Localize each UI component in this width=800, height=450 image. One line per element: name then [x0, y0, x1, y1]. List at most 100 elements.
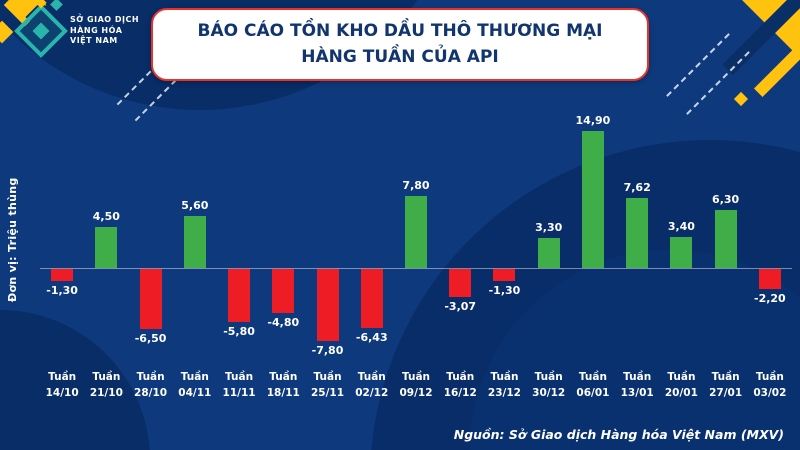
bar-value-label: -4,80: [267, 316, 300, 330]
x-axis-label-line: 13/01: [620, 387, 654, 400]
x-axis-label-line: 14/10: [45, 387, 79, 400]
x-axis-label-line: 06/01: [576, 387, 610, 400]
mxv-logo-icon: [14, 4, 68, 58]
bar-column: -2,20: [748, 116, 792, 371]
bar-negative: [493, 269, 516, 281]
x-axis-label: Tuần 28/10: [128, 369, 172, 402]
mxv-logo-text: SỞ GIAO DỊCH HÀNG HÓA VIỆT NAM: [70, 15, 139, 47]
decor-diamond: [733, 91, 749, 107]
bar-negative: [228, 269, 251, 323]
bar-column: 14,90: [571, 114, 615, 371]
bar-value-label: -7,80: [311, 343, 344, 357]
bar-value-label: 7,80: [402, 179, 430, 193]
x-axis-label-line: 20/01: [664, 387, 698, 400]
mxv-logo: SỞ GIAO DỊCH HÀNG HÓA VIỆT NAM: [14, 4, 139, 58]
x-axis-label-line: Tuần: [180, 371, 209, 383]
x-axis-label-line: 09/12: [399, 387, 433, 400]
x-axis-label-line: Tuần: [269, 371, 298, 383]
x-axis-label: Tuần 03/02: [748, 369, 792, 402]
x-axis-label: Tuần 11/11: [217, 369, 261, 402]
x-axis-label: Tuần 25/11: [305, 369, 349, 402]
x-axis-label-line: Tuần: [490, 371, 519, 383]
bar-positive: [404, 196, 427, 268]
x-axis-label-line: Tuần: [623, 371, 652, 383]
bar-positive: [581, 130, 604, 268]
x-axis: Tuần 14/10 Tuần 21/10 Tuần 28/10 Tuần 04/11 Tuần…: [40, 369, 792, 402]
bar-column: -6,50: [128, 116, 172, 371]
plot-area: -1,30 4,50 -6,50 5,60 -5,80 -4,80 -7,80 -6,43 7,…: [40, 114, 792, 371]
bar-value-label: -2,20: [754, 292, 786, 306]
bar-value-label: 7,62: [623, 180, 651, 194]
x-axis-label: Tuần 23/12: [482, 369, 526, 402]
bar-value-label: -1,30: [46, 283, 78, 297]
x-axis-label: Tuần 16/12: [438, 369, 482, 402]
x-axis-label-line: Tuần: [401, 371, 431, 383]
bar-value-label: 5,60: [181, 199, 209, 213]
bar-column: -1,30: [40, 116, 84, 371]
bar-value-label: 3,30: [535, 220, 563, 234]
x-axis-label-line: 23/12: [487, 387, 521, 400]
x-axis-label: Tuần 21/10: [84, 369, 128, 402]
zero-baseline: [40, 268, 792, 269]
bar-positive: [183, 216, 206, 268]
decor-diamond: [50, 0, 63, 11]
x-axis-label-line: Tuần: [755, 371, 784, 383]
bar-negative: [139, 269, 162, 329]
x-axis-label-line: Tuần: [136, 371, 165, 383]
decor-diamond: [0, 20, 14, 44]
x-axis-label-line: 18/11: [266, 387, 300, 400]
bar-negative: [449, 269, 472, 298]
chart-title: BÁO CÁO TỒN KHO DẦU THÔ THƯƠNG MẠI HÀNG …: [151, 8, 649, 81]
x-axis-label-line: 21/10: [89, 387, 123, 400]
x-axis-label-line: 02/12: [355, 387, 389, 400]
bar-column: 6,30: [704, 116, 748, 371]
x-axis-label-line: Tuần: [357, 371, 386, 383]
bar-positive: [95, 226, 118, 268]
bar-column: -4,80: [261, 116, 305, 371]
x-axis-label: Tuần 02/12: [350, 369, 394, 402]
bar-value-label: -3,07: [444, 300, 477, 314]
bar-column: 4,50: [84, 116, 128, 371]
bar-column: 7,62: [615, 116, 659, 371]
decor-dashed-line: [666, 33, 730, 97]
bar-negative: [272, 269, 295, 314]
bar-column: -1,30: [482, 116, 526, 371]
x-axis-label: Tuần 20/01: [659, 369, 703, 402]
x-axis-label-line: 03/02: [753, 387, 787, 400]
bar-column: -7,80: [305, 116, 349, 371]
x-axis-label: Tuần 30/12: [527, 369, 571, 402]
y-axis-unit-label: Đơn vị: Triệu thùng: [6, 177, 19, 303]
x-axis-label: Tuần 27/01: [704, 369, 748, 402]
bar-negative: [758, 269, 781, 290]
bar-negative: [51, 269, 74, 281]
x-axis-label-line: Tuần: [534, 371, 563, 383]
x-axis-label-line: 16/12: [443, 387, 477, 400]
mxv-logo-text-line1: SỞ GIAO DỊCH: [70, 14, 140, 24]
bar-value-label: -1,30: [488, 283, 521, 297]
bar-column: 3,40: [659, 116, 703, 371]
chart-title-line1: BÁO CÁO TỒN KHO DẦU THÔ THƯƠNG MẠI: [197, 21, 603, 41]
x-axis-label-line: 04/11: [178, 387, 212, 400]
x-axis-label-line: Tuần: [667, 371, 696, 383]
bar-negative: [360, 269, 383, 329]
x-axis-label: Tuần 14/10: [40, 369, 84, 402]
bar-column: 5,60: [173, 116, 217, 371]
x-axis-label-line: Tuần: [313, 371, 342, 383]
x-axis-label: Tuần 09/12: [394, 369, 438, 402]
x-axis-label: Tuần 13/01: [615, 369, 659, 402]
bar-value-label: 3,40: [667, 219, 695, 233]
bar-value-label: -5,80: [223, 325, 255, 339]
x-axis-label-line: 25/11: [310, 387, 345, 400]
x-axis-label-line: 28/10: [134, 387, 168, 400]
bar-positive: [670, 236, 693, 268]
x-axis-label: Tuần 18/11: [261, 369, 305, 402]
bar-positive: [537, 237, 560, 268]
x-axis-label-line: 30/12: [532, 387, 566, 400]
x-axis-label: Tuần 06/01: [571, 369, 615, 402]
bar-column: 3,30: [527, 116, 571, 371]
bar-column: 7,80: [394, 116, 438, 371]
x-axis-label-line: 11/11: [222, 387, 256, 400]
x-axis-label-line: Tuần: [48, 371, 77, 383]
x-axis-label-line: Tuần: [578, 371, 607, 383]
